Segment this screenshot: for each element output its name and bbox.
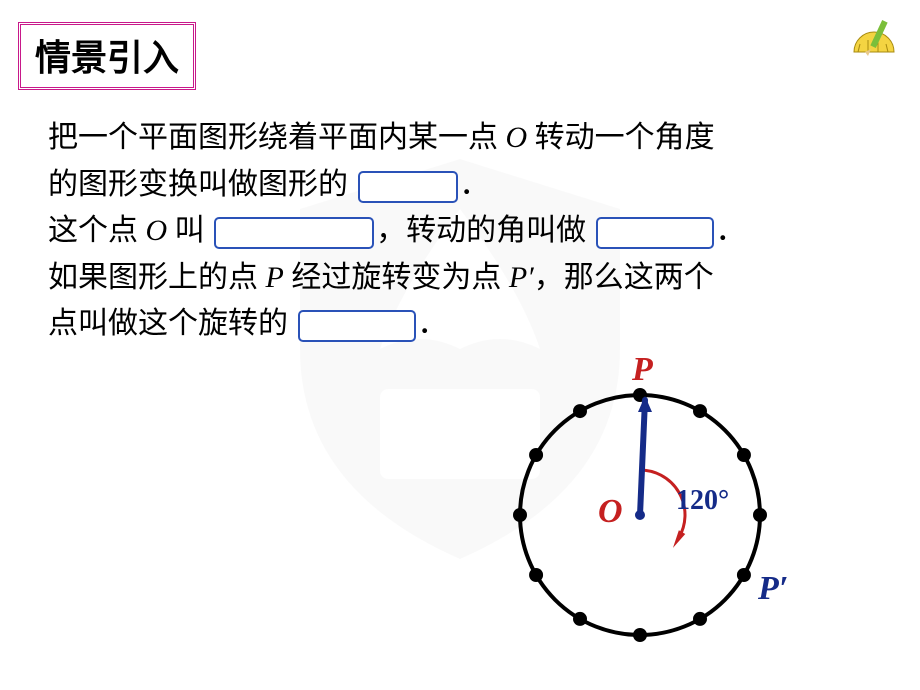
- clock-svg: [440, 345, 860, 665]
- text-O-2: O: [146, 214, 168, 247]
- blank-1: [358, 171, 458, 203]
- blank-3: [596, 217, 714, 249]
- text-line5a: 点叫做这个旋转的: [48, 307, 296, 340]
- label-P: P: [632, 351, 653, 389]
- content-text: 把一个平面图形绕着平面内某一点 O 转动一个角度 的图形变换叫做图形的 ． 这个…: [48, 115, 878, 348]
- text-line3d: ．: [716, 214, 746, 247]
- clock-dot: [693, 404, 707, 418]
- clock-dot: [737, 568, 751, 582]
- text-line4a: 如果图形上的点: [48, 261, 266, 294]
- clock-dot: [529, 448, 543, 462]
- blank-2: [214, 217, 374, 249]
- text-line3a: 这个点: [48, 214, 146, 247]
- label-Pprime: P′: [758, 570, 788, 608]
- clock-dot: [693, 612, 707, 626]
- clock-dot: [633, 628, 647, 642]
- clock-diagram: P P′ O 120°: [440, 345, 860, 665]
- section-title: 情景引入: [35, 37, 179, 78]
- clock-dot: [529, 568, 543, 582]
- label-O: O: [598, 493, 623, 531]
- text-line2b: ．: [460, 168, 490, 201]
- clock-dot: [573, 612, 587, 626]
- text-Pprime: P′: [509, 261, 534, 294]
- text-line5b: ．: [418, 307, 448, 340]
- blank-4: [298, 310, 416, 342]
- text-line4c: ，那么这两个: [534, 261, 714, 294]
- text-O-1: O: [506, 121, 528, 154]
- clock-dot: [513, 508, 527, 522]
- text-line4b: 经过旋转变为点: [284, 261, 509, 294]
- label-angle: 120°: [676, 485, 729, 517]
- text-line1a: 把一个平面图形绕着平面内某一点: [48, 121, 506, 154]
- section-title-box: 情景引入: [18, 22, 196, 90]
- text-line1b: 转动一个角度: [527, 121, 715, 154]
- angle-arc-arrow: [673, 530, 685, 548]
- text-line2a: 的图形变换叫做图形的: [48, 168, 356, 201]
- clock-hand: [640, 400, 645, 515]
- clock-dot: [737, 448, 751, 462]
- text-line3b: 叫: [167, 214, 212, 247]
- clock-dot: [753, 508, 767, 522]
- protractor-pencil-icon: [848, 14, 898, 64]
- text-P: P: [266, 261, 284, 294]
- clock-dot: [573, 404, 587, 418]
- text-line3c: ，转动的角叫做: [376, 214, 594, 247]
